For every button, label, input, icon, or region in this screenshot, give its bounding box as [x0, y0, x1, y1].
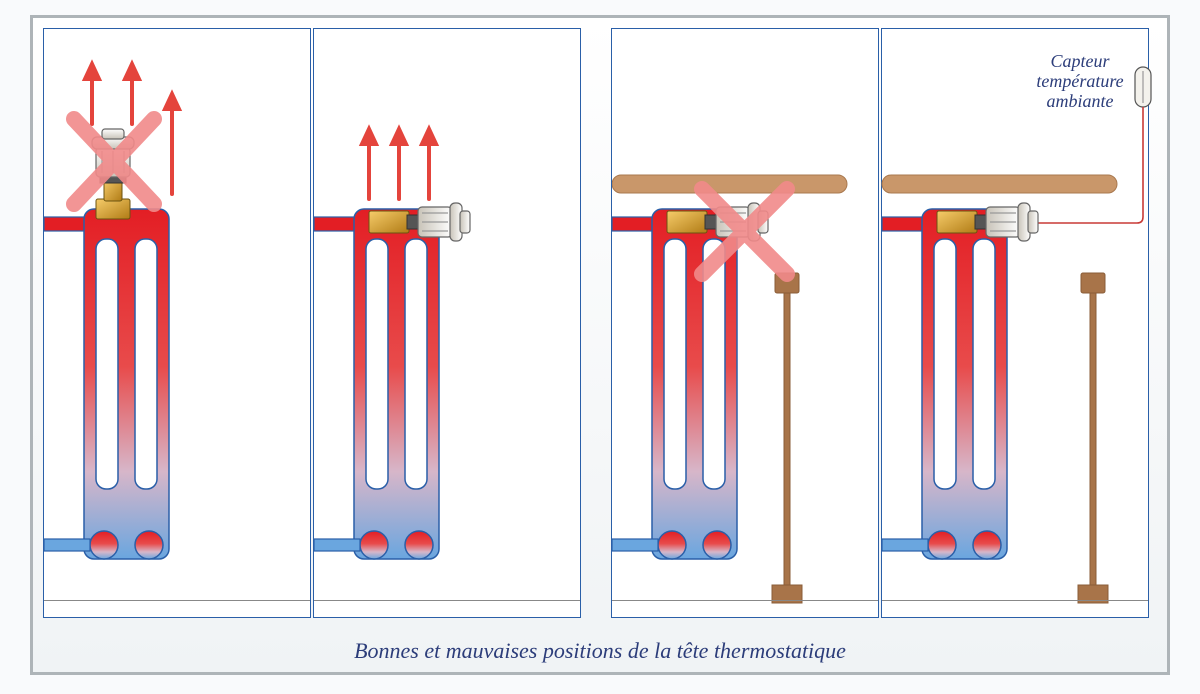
panel-row: Capteur température ambiante — [43, 28, 1159, 618]
panel-4-svg: Capteur température ambiante — [882, 29, 1170, 619]
remote-sensor-icon — [1135, 67, 1151, 107]
panel-4-good-remote-sensor: Capteur température ambiante — [881, 28, 1149, 618]
panel-2-good-horizontal — [313, 28, 581, 618]
diagram-frame: Capteur température ambiante — [30, 15, 1170, 675]
capillary-wire — [1034, 107, 1143, 223]
sensor-label-line1: Capteur — [1050, 51, 1110, 71]
floor-line — [882, 600, 1148, 602]
sensor-label-line2: température — [1036, 71, 1123, 91]
page: Capteur température ambiante — [0, 0, 1200, 694]
panel-3-bad-enclosed — [611, 28, 879, 618]
panel-group-right: Capteur température ambiante — [611, 28, 1149, 618]
panel-3-svg — [612, 29, 880, 619]
floor-line — [314, 600, 580, 602]
panel-2-svg — [314, 29, 582, 619]
caption: Bonnes et mauvaises positions de la tête… — [33, 638, 1167, 664]
sensor-label-line3: ambiante — [1047, 91, 1114, 111]
panel-1-bad-vertical — [43, 28, 311, 618]
floor-line — [44, 600, 310, 602]
floor-line — [612, 600, 878, 602]
panel-1-svg — [44, 29, 312, 619]
panel-group-left — [43, 28, 581, 618]
